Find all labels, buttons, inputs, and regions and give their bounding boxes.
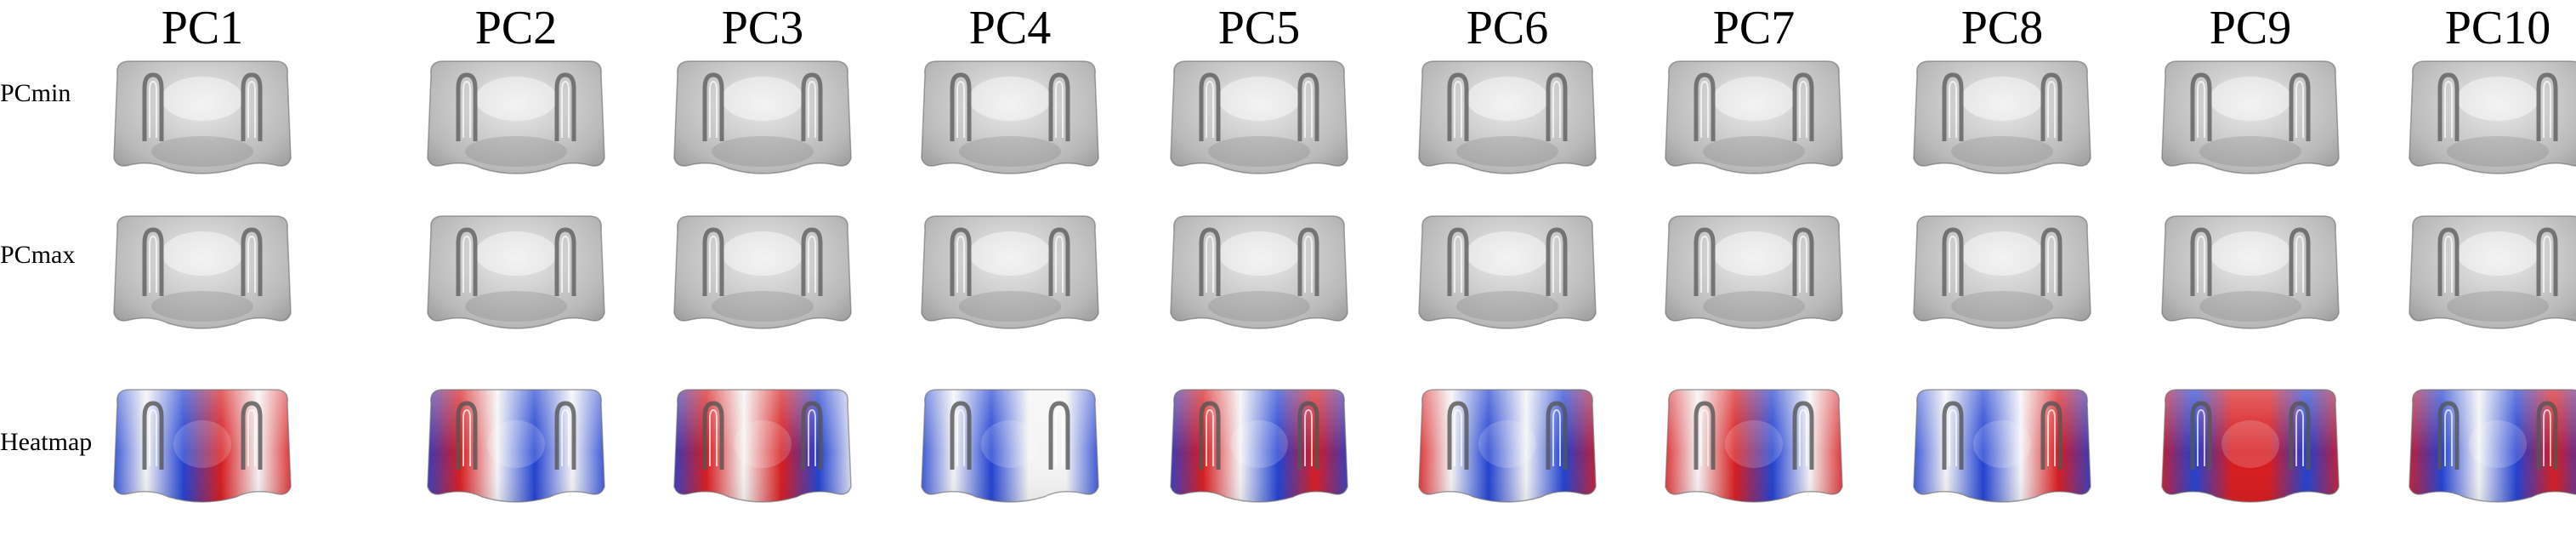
shape-min-pc5 [1166,56,1353,192]
column-header-pc6: PC6 [1466,2,1549,54]
shape-max-pc1 [109,211,296,347]
shape-heat-pc7 [1660,385,1847,521]
shape-min-pc9 [2157,56,2344,192]
shape-min-pc1 [109,56,296,192]
shape-max-pc5 [1166,211,1353,347]
shape-heat-pc4 [916,385,1104,521]
shape-min-pc8 [1909,56,2096,192]
column-header-pc5: PC5 [1217,2,1301,54]
shape-min-pc7 [1660,56,1847,192]
shape-heat-pc9 [2157,385,2344,521]
shape-heat-pc5 [1166,385,1353,521]
column-header-pc3: PC3 [721,2,804,54]
row-label-min: PCmin [0,79,71,107]
shape-max-pc10 [2404,211,2576,347]
column-header-pc7: PC7 [1712,2,1796,54]
column-header-pc8: PC8 [1960,2,2044,54]
column-header-pc1: PC1 [161,2,244,54]
shape-min-pc3 [669,56,856,192]
shape-max-pc7 [1660,211,1847,347]
column-header-pc4: PC4 [968,2,1052,54]
shape-heat-pc2 [423,385,610,521]
shape-heat-pc10 [2404,385,2576,521]
column-header-pc10: PC10 [2444,2,2551,54]
shape-min-pc6 [1414,56,1601,192]
shape-max-pc4 [916,211,1104,347]
column-header-pc2: PC2 [474,2,558,54]
row-label-max: PCmax [0,241,76,269]
shape-max-pc3 [669,211,856,347]
shape-heat-pc8 [1909,385,2096,521]
row-label-heat: Heatmap [0,428,93,456]
shape-heat-pc3 [669,385,856,521]
shape-max-pc6 [1414,211,1601,347]
shape-min-pc2 [423,56,610,192]
shape-max-pc8 [1909,211,2096,347]
shape-min-pc4 [916,56,1104,192]
shape-heat-pc6 [1414,385,1601,521]
shape-max-pc2 [423,211,610,347]
shape-heat-pc1 [109,385,296,521]
column-header-pc9: PC9 [2209,2,2292,54]
shape-max-pc9 [2157,211,2344,347]
shape-min-pc10 [2404,56,2576,192]
